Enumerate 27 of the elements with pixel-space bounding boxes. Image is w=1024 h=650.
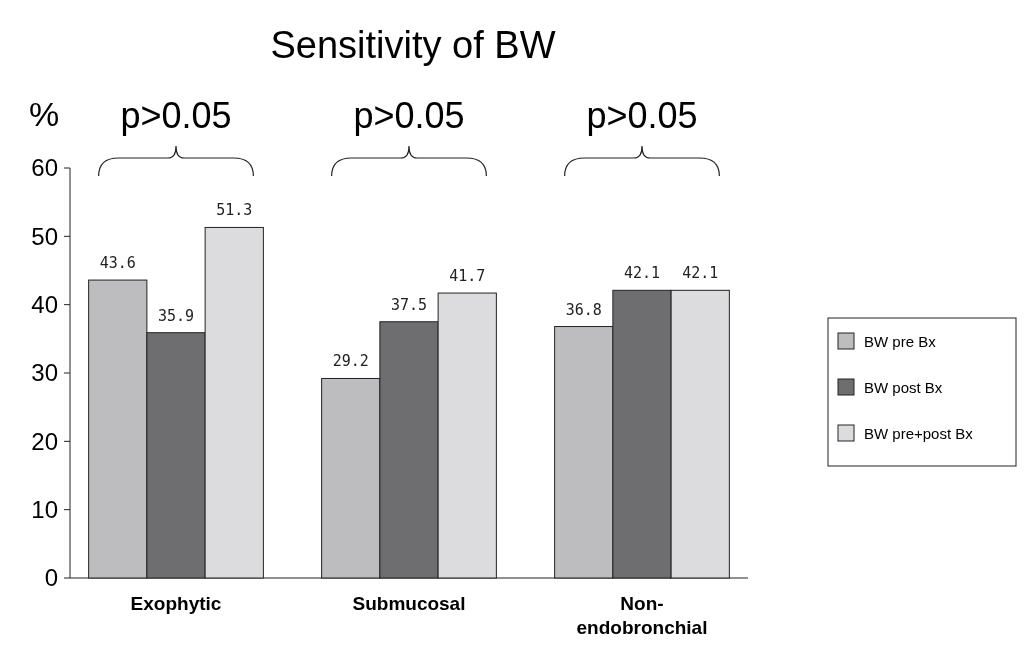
legend-label: BW pre+post Bx — [864, 425, 974, 443]
x-tick-label: Submucosal — [352, 593, 466, 614]
y-tick-label: 10 — [31, 496, 58, 524]
y-tick-label: 30 — [31, 359, 58, 387]
chart-title: Sensitivity of BW — [270, 24, 556, 66]
data-label: 29.2 — [332, 352, 369, 371]
data-label: 36.8 — [565, 300, 602, 319]
data-label: 42.1 — [623, 264, 661, 283]
y-tick-label: 60 — [31, 154, 58, 182]
y-tick-label: 0 — [44, 564, 58, 592]
legend-label: BW pre Bx — [864, 333, 937, 351]
x-tick-label: Non-endobronchial — [576, 593, 708, 638]
data-label: 37.5 — [390, 295, 428, 314]
data-label: 42.1 — [682, 264, 719, 283]
data-label: 41.7 — [449, 267, 486, 286]
x-tick-label: Exophytic — [130, 593, 222, 614]
legend-label: BW post Bx — [864, 379, 943, 397]
y-tick-label: 20 — [31, 427, 58, 455]
text: p>0.05 — [586, 95, 698, 136]
data-label: 43.6 — [99, 254, 136, 273]
data-label: 35.9 — [157, 306, 195, 325]
y-tick-label: 40 — [31, 291, 58, 319]
y-axis-title: % — [28, 95, 60, 133]
text: p>0.05 — [353, 95, 465, 136]
data-label: 51.3 — [216, 201, 253, 220]
y-tick-label: 50 — [31, 222, 58, 250]
text: p>0.05 — [120, 95, 232, 136]
